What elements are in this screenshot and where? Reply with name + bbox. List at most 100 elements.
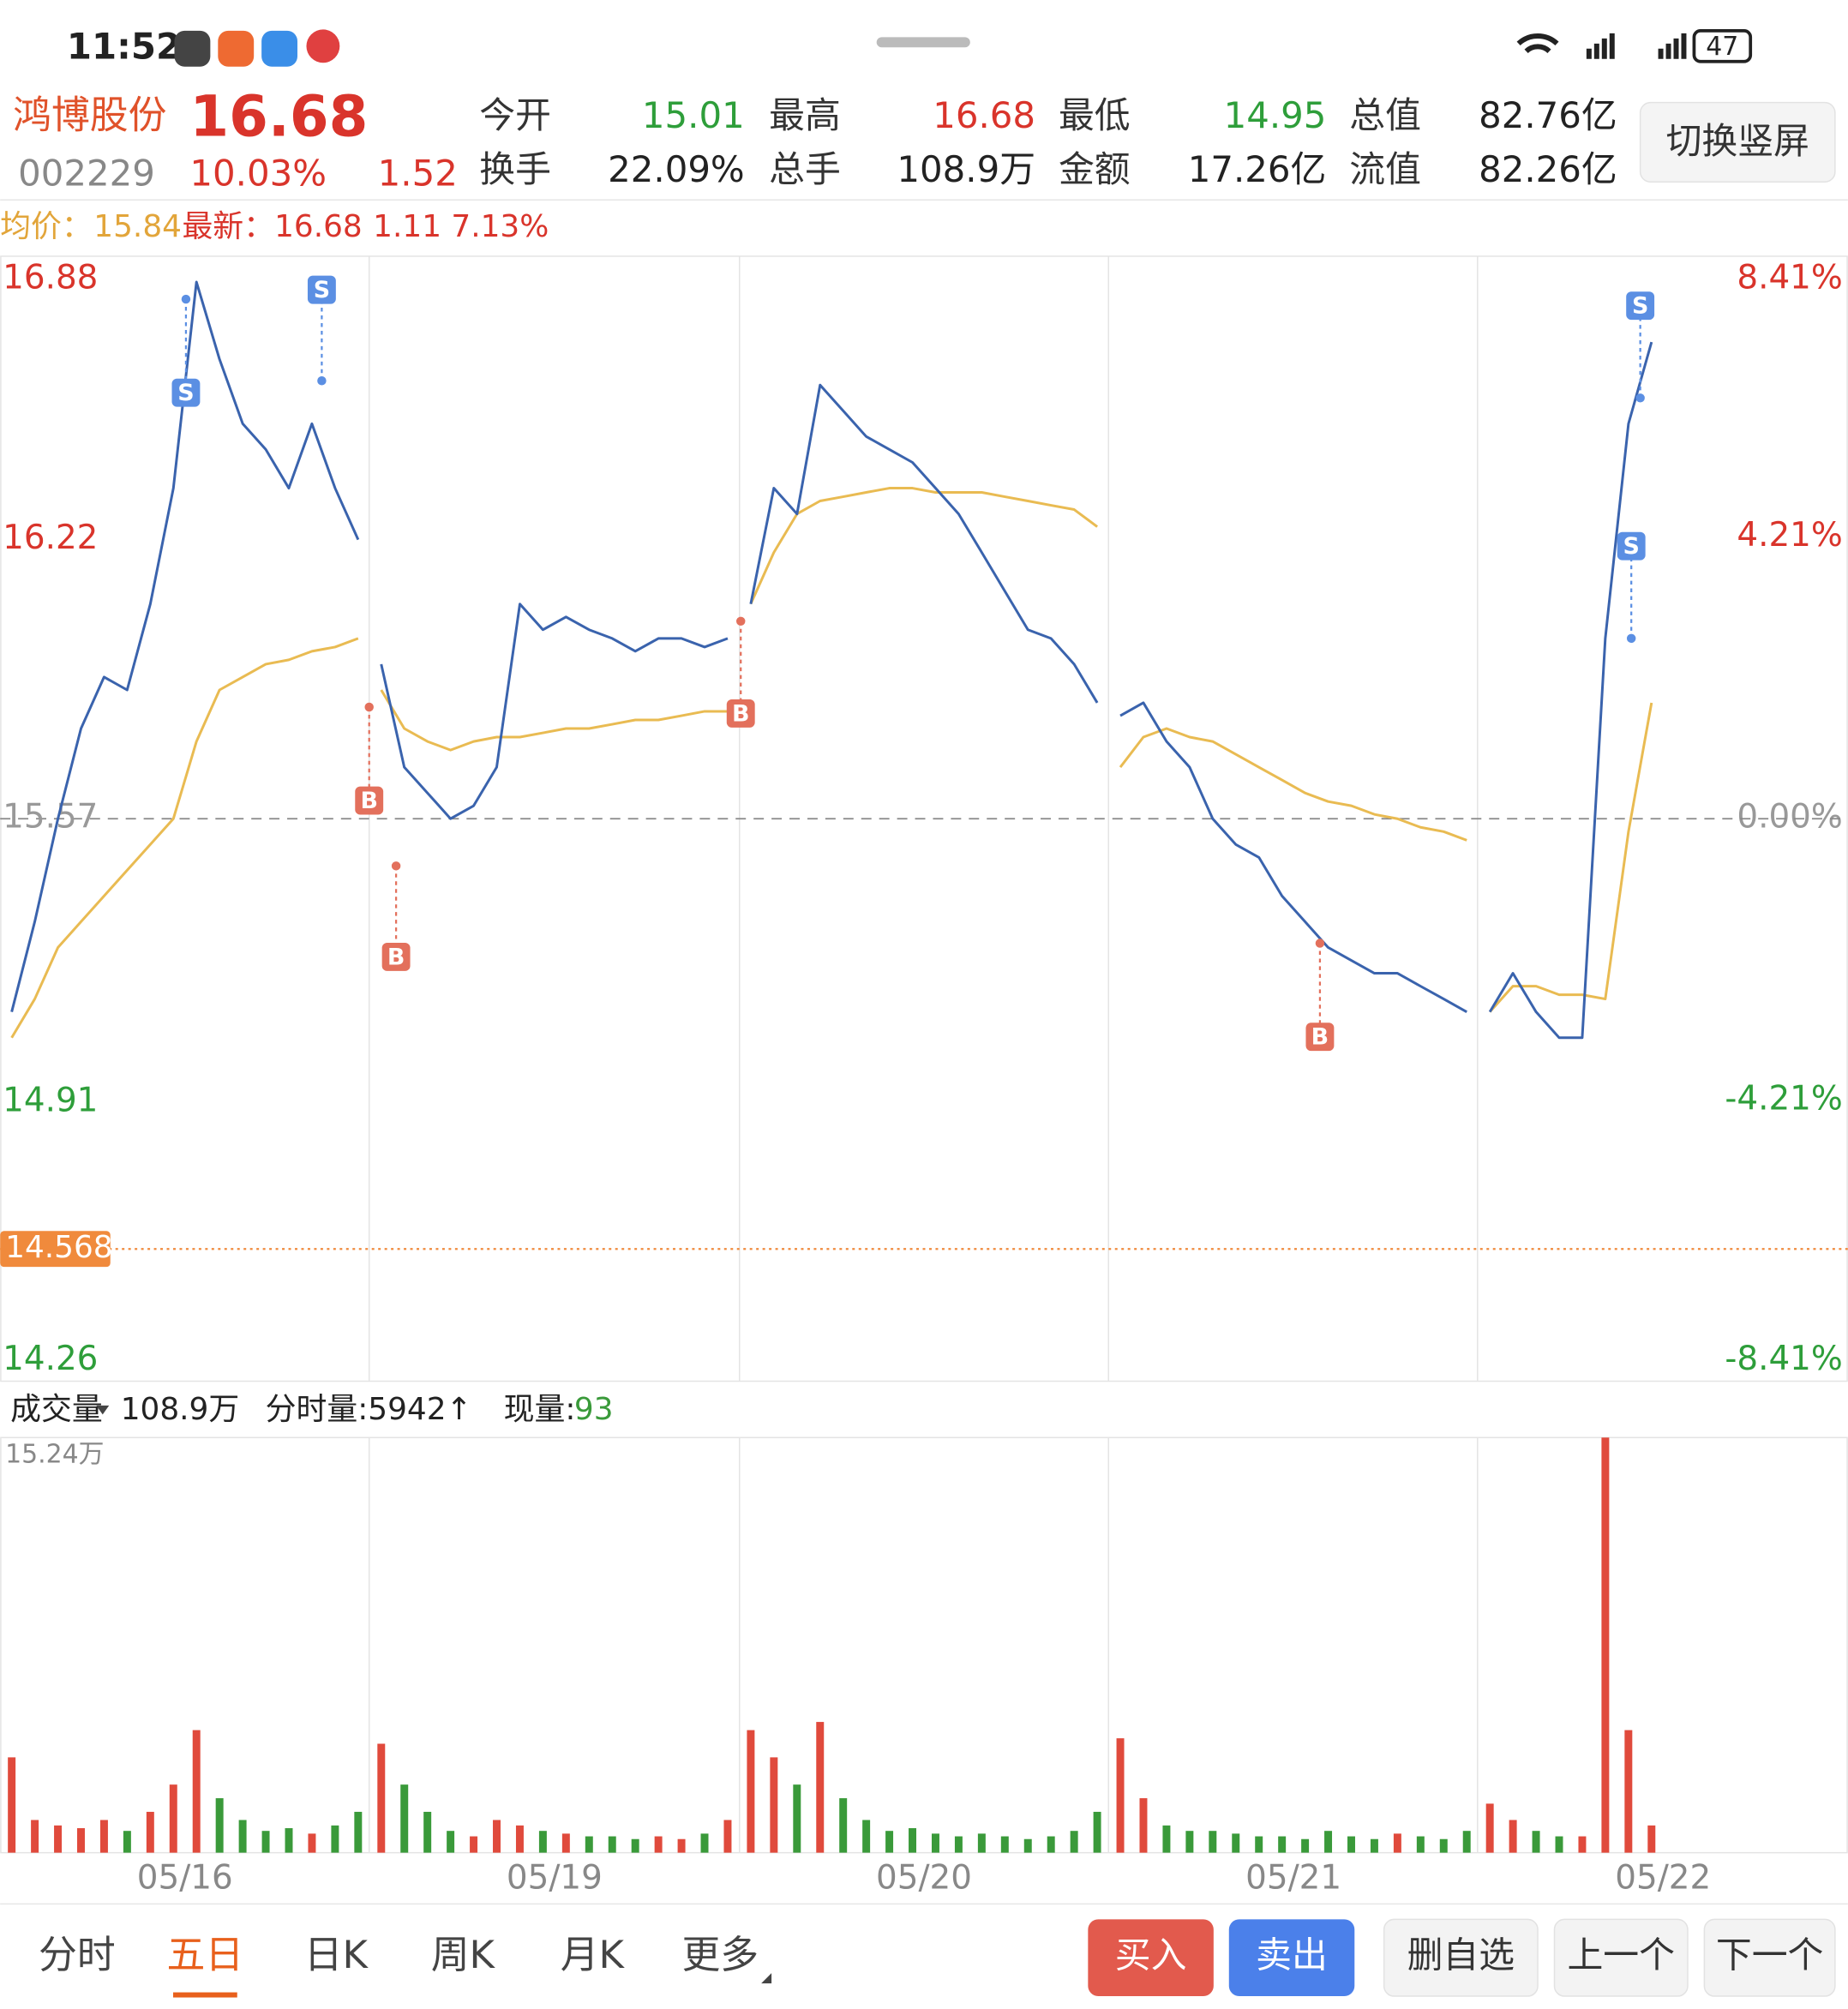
volume-bar <box>608 1836 616 1853</box>
volume-bar <box>169 1784 177 1853</box>
volume-bar <box>99 1820 108 1853</box>
volume-total: 108.9万 <box>121 1392 240 1427</box>
volume-bar <box>1278 1836 1287 1853</box>
volume-bar <box>677 1838 686 1853</box>
toggle-button[interactable] <box>1639 101 1836 183</box>
volume-bar <box>1093 1811 1101 1853</box>
stat-label: 流值 <box>1349 148 1421 190</box>
volume-bar <box>1209 1831 1217 1853</box>
volume-bar <box>1439 1838 1448 1853</box>
volume-bar <box>1324 1831 1333 1853</box>
volume-bar <box>909 1828 917 1853</box>
app-icon <box>218 30 255 67</box>
next-button[interactable] <box>1703 1918 1836 1997</box>
stock-code: 002229 <box>18 152 155 194</box>
volume-bar <box>631 1838 639 1853</box>
stock-price: 16.68 <box>189 84 368 150</box>
price-line <box>1488 341 1653 1040</box>
prev-button-label[interactable]: 上一个 <box>1567 1934 1675 1976</box>
stat-label: 总值 <box>1349 94 1421 136</box>
volume-bar <box>77 1828 85 1853</box>
trade-badge <box>307 275 336 304</box>
tab[interactable]: 分时 <box>39 1932 116 1977</box>
volume-bar <box>1232 1833 1240 1853</box>
y2-tick-label: 0.00% <box>1737 798 1842 837</box>
volume-bar <box>1139 1798 1148 1853</box>
stat-value: 14.95 <box>1224 94 1327 136</box>
stat-label: 今开 <box>479 94 551 136</box>
volume-bar <box>839 1798 848 1853</box>
next-button-label[interactable]: 下一个 <box>1716 1934 1824 1976</box>
volume-bar <box>331 1825 339 1853</box>
volume-label: 成交量 <box>10 1392 103 1427</box>
volume-bar <box>1185 1831 1194 1853</box>
trade-point <box>735 616 746 627</box>
trade-label: S <box>1632 293 1648 320</box>
volume-bar <box>1647 1825 1656 1853</box>
avg-line <box>1119 727 1467 842</box>
volume-bar <box>1578 1836 1587 1853</box>
toggle-button-label[interactable]: 切换竖屏 <box>1666 120 1809 162</box>
volume-bar <box>770 1757 778 1853</box>
volume-bar <box>1509 1820 1517 1853</box>
wifi-icon <box>1516 33 1559 54</box>
volume-bar <box>261 1831 270 1853</box>
trade-badge <box>726 699 755 728</box>
trade-label: B <box>387 944 405 970</box>
trade-badge <box>1305 1022 1335 1052</box>
stat-label: 金额 <box>1059 148 1131 190</box>
volume-bar <box>954 1836 963 1853</box>
price-line <box>749 383 1099 704</box>
buy-button[interactable] <box>1088 1919 1214 1997</box>
volume-bar <box>192 1730 201 1853</box>
minute-volume: 分时量:5942↑ <box>266 1392 472 1427</box>
stat-label: 最高 <box>769 94 841 136</box>
y-tick-label: 15.57 <box>3 798 98 837</box>
tab[interactable]: 五日 <box>167 1932 244 1977</box>
buy-button-label[interactable]: 买入 <box>1115 1934 1187 1976</box>
y2-tick-label: -4.21% <box>1725 1079 1842 1118</box>
volume-bar <box>447 1831 455 1853</box>
volume-bar <box>515 1825 524 1853</box>
tab[interactable]: 更多 <box>681 1932 759 1977</box>
app-icon <box>174 30 211 67</box>
volume-bar <box>400 1784 409 1853</box>
volume-bar <box>1301 1838 1310 1853</box>
tab[interactable]: 周K <box>431 1932 496 1977</box>
y-tick-label: 14.91 <box>3 1081 98 1119</box>
volume-bar <box>747 1730 755 1853</box>
current-label: 现量: <box>504 1392 576 1427</box>
y2-tick-label: 8.41% <box>1737 258 1842 297</box>
sell-button-label[interactable]: 卖出 <box>1256 1934 1328 1976</box>
stat-value: 15.01 <box>642 94 745 136</box>
volume-bar <box>931 1833 939 1853</box>
avg-line <box>10 637 359 1039</box>
trade-point <box>1635 393 1645 403</box>
remove-button[interactable] <box>1383 1918 1539 1997</box>
volume-bar <box>1555 1836 1563 1853</box>
volume-bar <box>146 1811 154 1853</box>
stat-value: 17.26亿 <box>1188 148 1327 190</box>
tab[interactable]: 日K <box>304 1932 369 1977</box>
tab[interactable]: 月K <box>561 1932 626 1977</box>
dropdown-arrow <box>96 1405 110 1415</box>
volume-bar <box>1601 1437 1610 1853</box>
prev-button[interactable] <box>1553 1918 1689 1997</box>
avg-line <box>749 487 1099 605</box>
x-tick-label: 05/22 <box>1615 1859 1711 1898</box>
volume-bar <box>1000 1836 1009 1853</box>
volume-bar <box>285 1828 293 1853</box>
trade-label: B <box>1311 1024 1329 1051</box>
drag-handle <box>876 37 970 48</box>
price-line <box>1119 701 1467 1013</box>
volume-bar <box>470 1836 478 1853</box>
volume-bar <box>700 1833 709 1853</box>
sell-button[interactable] <box>1228 1919 1355 1997</box>
remove-button-label[interactable]: 删自选 <box>1407 1934 1515 1976</box>
trade-point <box>317 376 327 386</box>
stat-label: 最低 <box>1059 94 1131 136</box>
current-volume: 93 <box>574 1392 614 1427</box>
trade-point <box>364 702 374 712</box>
